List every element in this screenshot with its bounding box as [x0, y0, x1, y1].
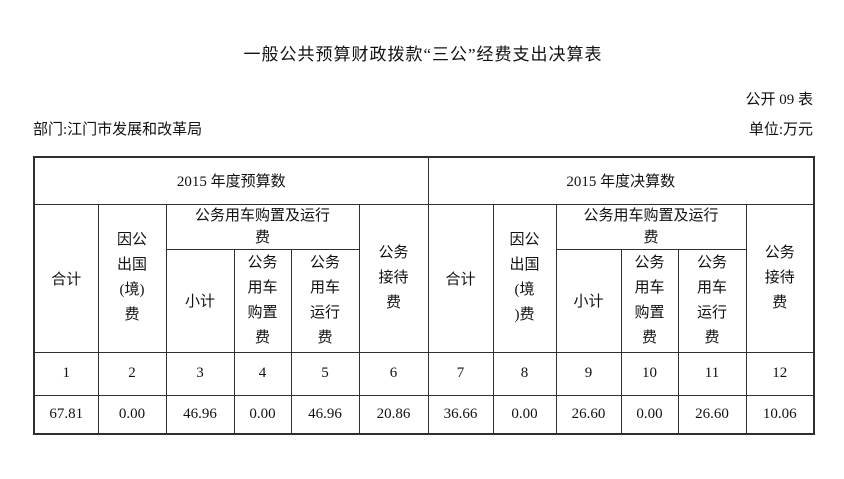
column-number: 11 [677, 351, 747, 396]
value-cell: 0.00 [492, 394, 557, 435]
page-title: 一般公共预算财政拨款“三公”经费支出决算表 [243, 45, 603, 64]
column-number: 9 [555, 351, 622, 396]
column-header-row-2: 小计 公务 用车 购置 费 公务 用车 运行 费 小计 公务 用车 购置 费 公… [34, 248, 814, 353]
value-cell: 0.00 [233, 394, 292, 435]
col-header-abroad-budget: 因公 出国 (境) 费 [97, 203, 167, 353]
col-header-vehicle-operation-budget: 公务 用车 运行 费 [290, 248, 360, 353]
value-row: 67.81 0.00 46.96 0.00 46.96 20.86 36.66 … [33, 394, 815, 435]
column-number: 8 [492, 351, 557, 396]
value-cell: 46.96 [165, 394, 235, 435]
col-header-reception-final: 公务 接待 费 [745, 203, 815, 353]
form-code: 公开 09 表 [745, 92, 813, 108]
section-header-row: 2015 年度预算数 2015 年度决算数 [33, 156, 815, 205]
three-public-expense-table: 2015 年度预算数 2015 年度决算数 合计 因公 出国 (境) 费 公务用… [33, 156, 816, 435]
col-header-total-final: 合计 [427, 203, 494, 353]
col-header-vehicle-purchase-final: 公务 用车 购置 费 [620, 248, 679, 353]
column-number: 1 [33, 351, 99, 396]
column-number: 5 [290, 351, 360, 396]
value-cell: 0.00 [620, 394, 679, 435]
col-header-vehicle-purchase-budget: 公务 用车 购置 费 [233, 248, 292, 353]
column-number: 3 [165, 351, 235, 396]
col-header-reception-budget: 公务 接待 费 [358, 203, 429, 353]
col-header-vehicle-group-budget: 公务用车购置及运行 费 [165, 203, 360, 250]
value-cell: 10.06 [745, 394, 815, 435]
value-cell: 67.81 [33, 394, 99, 435]
column-number: 4 [233, 351, 292, 396]
value-cell: 20.86 [358, 394, 429, 435]
column-number: 7 [427, 351, 494, 396]
column-header-row-1: 合计 因公 出国 (境) 费 公务用车购置及运行 费 公务 接待 费 合计 因公… [33, 203, 815, 353]
column-number: 6 [358, 351, 429, 396]
col-header-vehicle-operation-final: 公务 用车 运行 费 [677, 248, 747, 353]
document: 一般公共预算财政拨款“三公”经费支出决算表 公开 09 表 部门:江门市发展和改… [33, 44, 816, 435]
section-header-final: 2015 年度决算数 [427, 156, 815, 205]
col-header-subtotal-final: 小计 [555, 248, 622, 353]
col-header-total-budget: 合计 [33, 203, 99, 353]
col-header-abroad-final: 因公 出国 (境 )费 [492, 203, 557, 353]
department-label: 部门:江门市发展和改革局 [33, 122, 203, 138]
value-cell: 46.96 [290, 394, 360, 435]
column-number: 12 [745, 351, 815, 396]
column-number-row: 1 2 3 4 5 6 7 8 9 10 11 12 [33, 351, 815, 396]
value-cell: 26.60 [555, 394, 622, 435]
col-header-subtotal-budget: 小计 [165, 248, 235, 353]
column-number: 10 [620, 351, 679, 396]
value-cell: 0.00 [97, 394, 167, 435]
value-cell: 26.60 [677, 394, 747, 435]
col-header-vehicle-group-final: 公务用车购置及运行 费 [555, 203, 747, 250]
section-header-budget: 2015 年度预算数 [33, 156, 429, 205]
unit-label: 单位:万元 [748, 122, 813, 138]
column-number: 2 [97, 351, 167, 396]
meta-row: 部门:江门市发展和改革局 单位:万元 [33, 121, 813, 140]
value-cell: 36.66 [427, 394, 494, 435]
